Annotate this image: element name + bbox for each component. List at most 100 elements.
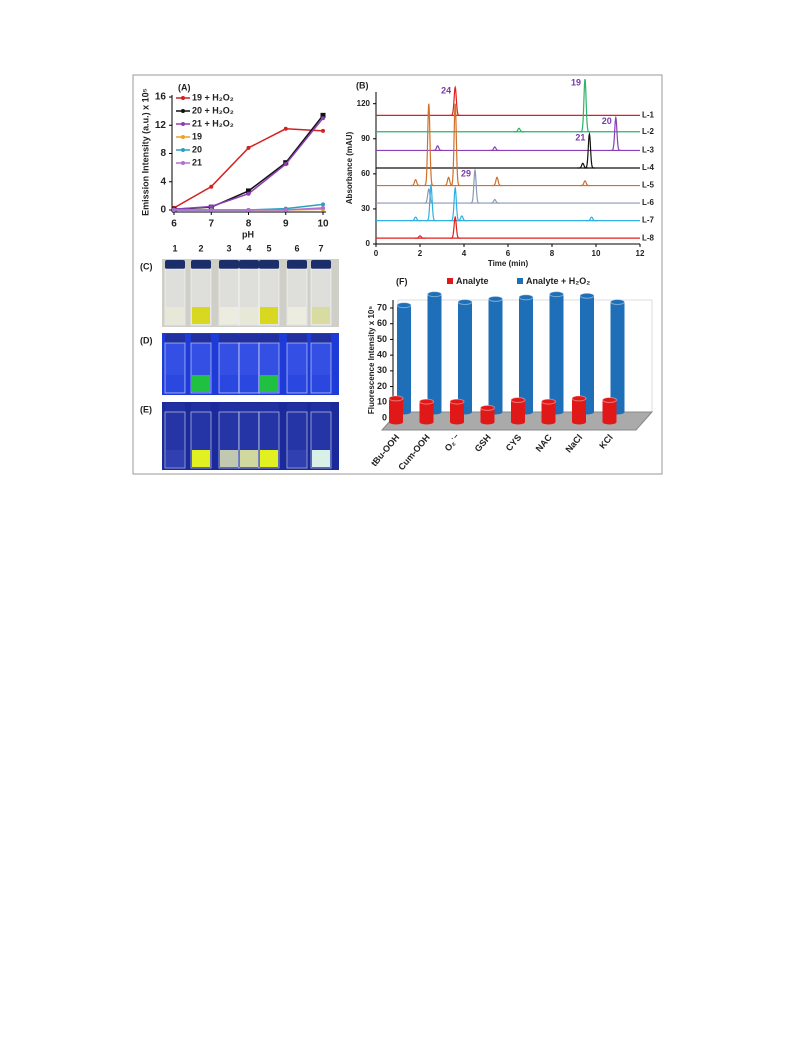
point [246,191,251,196]
vial-cap [219,403,239,412]
point [246,208,251,212]
legend-label: 20 [192,144,202,154]
x-tick-label: 12 [636,249,645,258]
legend-marker [181,96,185,100]
panel-label: (F) [396,276,408,286]
vial-liquid [312,450,330,467]
point [321,205,325,210]
y-tick-label: 120 [357,99,371,108]
y-tick-label: 50 [377,334,387,344]
y-tick-label: 16 [155,92,167,103]
bar [389,398,403,425]
vial-cap [219,260,239,269]
x-axis-label: Time (min) [488,259,529,268]
vial-liquid [240,307,258,324]
bar [397,305,411,415]
bar [511,400,525,425]
peak [423,103,435,187]
bar [549,294,564,415]
x-tick-label: 8 [550,249,555,258]
peak [579,180,591,187]
legend-label: Analyte + H₂O₂ [526,276,590,286]
x-tick-label: 2 [418,249,423,258]
vial-liquid [240,450,258,467]
legend-marker [181,109,185,113]
vial-liquid [260,450,278,467]
vial-liquid [312,375,330,392]
x-axis-label: pH [242,229,254,239]
point [283,208,288,212]
point [283,162,288,167]
bar [458,302,472,415]
bar [450,401,465,425]
peak [489,146,501,152]
legend-label: 19 [192,131,202,141]
vial-number: 5 [266,243,271,253]
vial-cap [219,334,239,343]
peak-label: 24 [441,86,451,96]
bar-top [480,404,495,411]
vial-cap [311,260,331,269]
x-tick-label: 8 [246,219,252,230]
peak [449,85,461,116]
y-tick-label: 20 [377,381,387,391]
peak [513,127,525,133]
vial-number: 3 [226,243,231,253]
vial-liquid [288,375,306,392]
vial-liquid [166,450,184,467]
vial-cap [259,334,279,343]
point [321,116,325,121]
trace-label: L-7 [642,216,655,225]
vial-number: 7 [318,243,323,253]
bar-top [449,398,465,405]
vial-number: 2 [198,243,203,253]
vial-cap [311,403,331,412]
vial-number: 4 [246,243,251,253]
bar-top [419,398,434,405]
peak [443,176,454,187]
vial-liquid [260,307,278,324]
legend-label: 21 + H₂O₂ [192,118,234,128]
vial-liquid [312,307,330,324]
peak [414,235,426,239]
x-tick-label: 10 [592,249,601,258]
bar-top [610,299,625,305]
vial-liquid [288,307,306,324]
legend-label: 19 + H₂O₂ [192,92,234,102]
trace-label: L-2 [642,127,655,136]
y-tick-label: 40 [377,350,387,360]
y-tick-label: 70 [377,302,387,312]
peak [586,216,597,222]
y-tick-label: 4 [160,176,166,187]
vial-cap [239,403,259,412]
peak [584,131,595,169]
y-tick-label: 12 [155,120,167,131]
x-tick-label: 6 [506,249,511,258]
vial-cap [191,403,211,412]
y-tick-label: 8 [160,148,166,159]
y-axis-label: Fluorescence Intensity x 10⁵ [367,306,376,414]
vial-liquid [192,450,210,467]
point [283,126,288,131]
panel-label: (A) [178,82,191,92]
peak [579,79,591,133]
vial-liquid [220,450,238,467]
vial-cap [239,334,259,343]
point [320,112,326,118]
point [321,128,325,133]
point [209,184,214,189]
y-tick-label: 0 [382,412,387,422]
vial-liquid [260,375,278,392]
legend-label: 20 + H₂O₂ [192,105,234,115]
bar-top [388,395,404,402]
x-tick-label: 7 [208,219,214,230]
vial-cap [165,260,185,269]
legend-label: Analyte [456,276,489,286]
vial-liquid [166,307,184,324]
point [246,188,251,194]
legend-swatch [447,278,453,284]
x-tick-label: 6 [171,219,177,230]
peak-label: 29 [461,169,471,179]
vial-cap [191,334,211,343]
bar [419,401,434,425]
